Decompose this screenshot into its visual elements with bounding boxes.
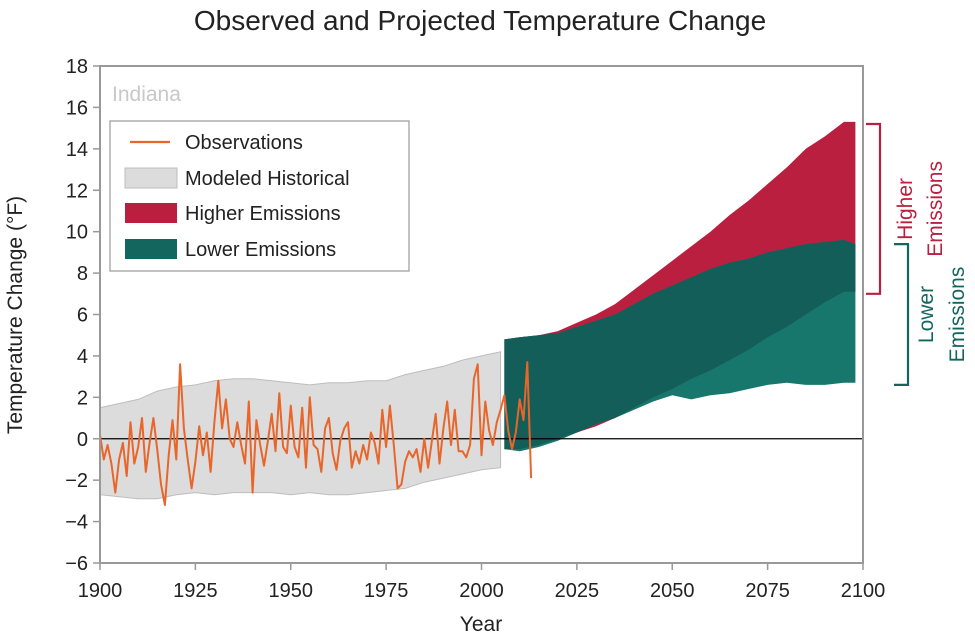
y-tick-label: 16 bbox=[66, 97, 88, 119]
y-tick-label: 10 bbox=[66, 222, 88, 244]
y-tick-label: 18 bbox=[66, 56, 88, 78]
x-axis-label: Year bbox=[460, 613, 502, 636]
scenario-brackets: Higher Emissions Lower Emissions bbox=[866, 122, 969, 387]
y-tick-label: −6 bbox=[65, 553, 88, 575]
legend-label: Observations bbox=[185, 132, 303, 154]
x-tick-label: 1900 bbox=[78, 580, 123, 602]
x-tick-label: 2100 bbox=[841, 580, 886, 602]
legend-label: Lower Emissions bbox=[185, 239, 336, 261]
legend-label: Higher Emissions bbox=[185, 203, 341, 225]
higher-emissions-bracket-label-line2: Emissions bbox=[924, 161, 947, 257]
chart-title: Observed and Projected Temperature Chang… bbox=[194, 5, 766, 36]
lower-emissions-bracket-label-line1: Lower bbox=[915, 286, 938, 343]
x-tick-label: 1975 bbox=[364, 580, 409, 602]
legend-label: Modeled Historical bbox=[185, 168, 350, 190]
lower-emissions-bracket bbox=[894, 242, 910, 387]
band-layer bbox=[99, 121, 856, 500]
y-tick-label: 4 bbox=[77, 346, 88, 368]
y-tick-label: 0 bbox=[77, 429, 88, 451]
observations-layer bbox=[99, 361, 533, 506]
legend: Observations Modeled Historical Higher Emi… bbox=[109, 120, 410, 272]
region-label: Indiana bbox=[112, 83, 181, 106]
y-tick-label: 14 bbox=[66, 139, 88, 161]
x-tick-label: 2000 bbox=[459, 580, 504, 602]
x-tick-label: 2075 bbox=[745, 580, 790, 602]
y-tick-label: 6 bbox=[77, 305, 88, 327]
y-tick-label: 2 bbox=[77, 387, 88, 409]
lower-emissions-bracket-label-line2: Emissions bbox=[946, 267, 969, 363]
legend-swatch-modeled-historical bbox=[124, 167, 178, 189]
y-tick-label: −2 bbox=[65, 470, 88, 492]
observations-line bbox=[99, 361, 533, 506]
x-axis-ticks: 1900 1925 1950 1975 2000 2025 2050 2075 2100 bbox=[78, 563, 886, 602]
higher-emissions-bracket-label-line1: Higher bbox=[894, 178, 917, 240]
y-tick-label: −4 bbox=[65, 512, 88, 534]
legend-swatch-lower-emissions bbox=[125, 239, 177, 259]
y-axis-label: Temperature Change (°F) bbox=[4, 196, 27, 434]
legend-swatch-higher-emissions bbox=[125, 203, 177, 223]
higher-emissions-bracket bbox=[866, 122, 882, 295]
x-tick-label: 2050 bbox=[650, 580, 695, 602]
y-tick-label: 8 bbox=[77, 263, 88, 285]
y-tick-label: 12 bbox=[66, 180, 88, 202]
x-tick-label: 1950 bbox=[269, 580, 314, 602]
x-tick-label: 2025 bbox=[555, 580, 600, 602]
y-axis-ticks: −6 −4 −2 0 2 4 6 8 10 12 14 16 18 bbox=[65, 56, 100, 575]
projection-overlap-band bbox=[504, 239, 856, 450]
x-tick-label: 1925 bbox=[173, 580, 218, 602]
